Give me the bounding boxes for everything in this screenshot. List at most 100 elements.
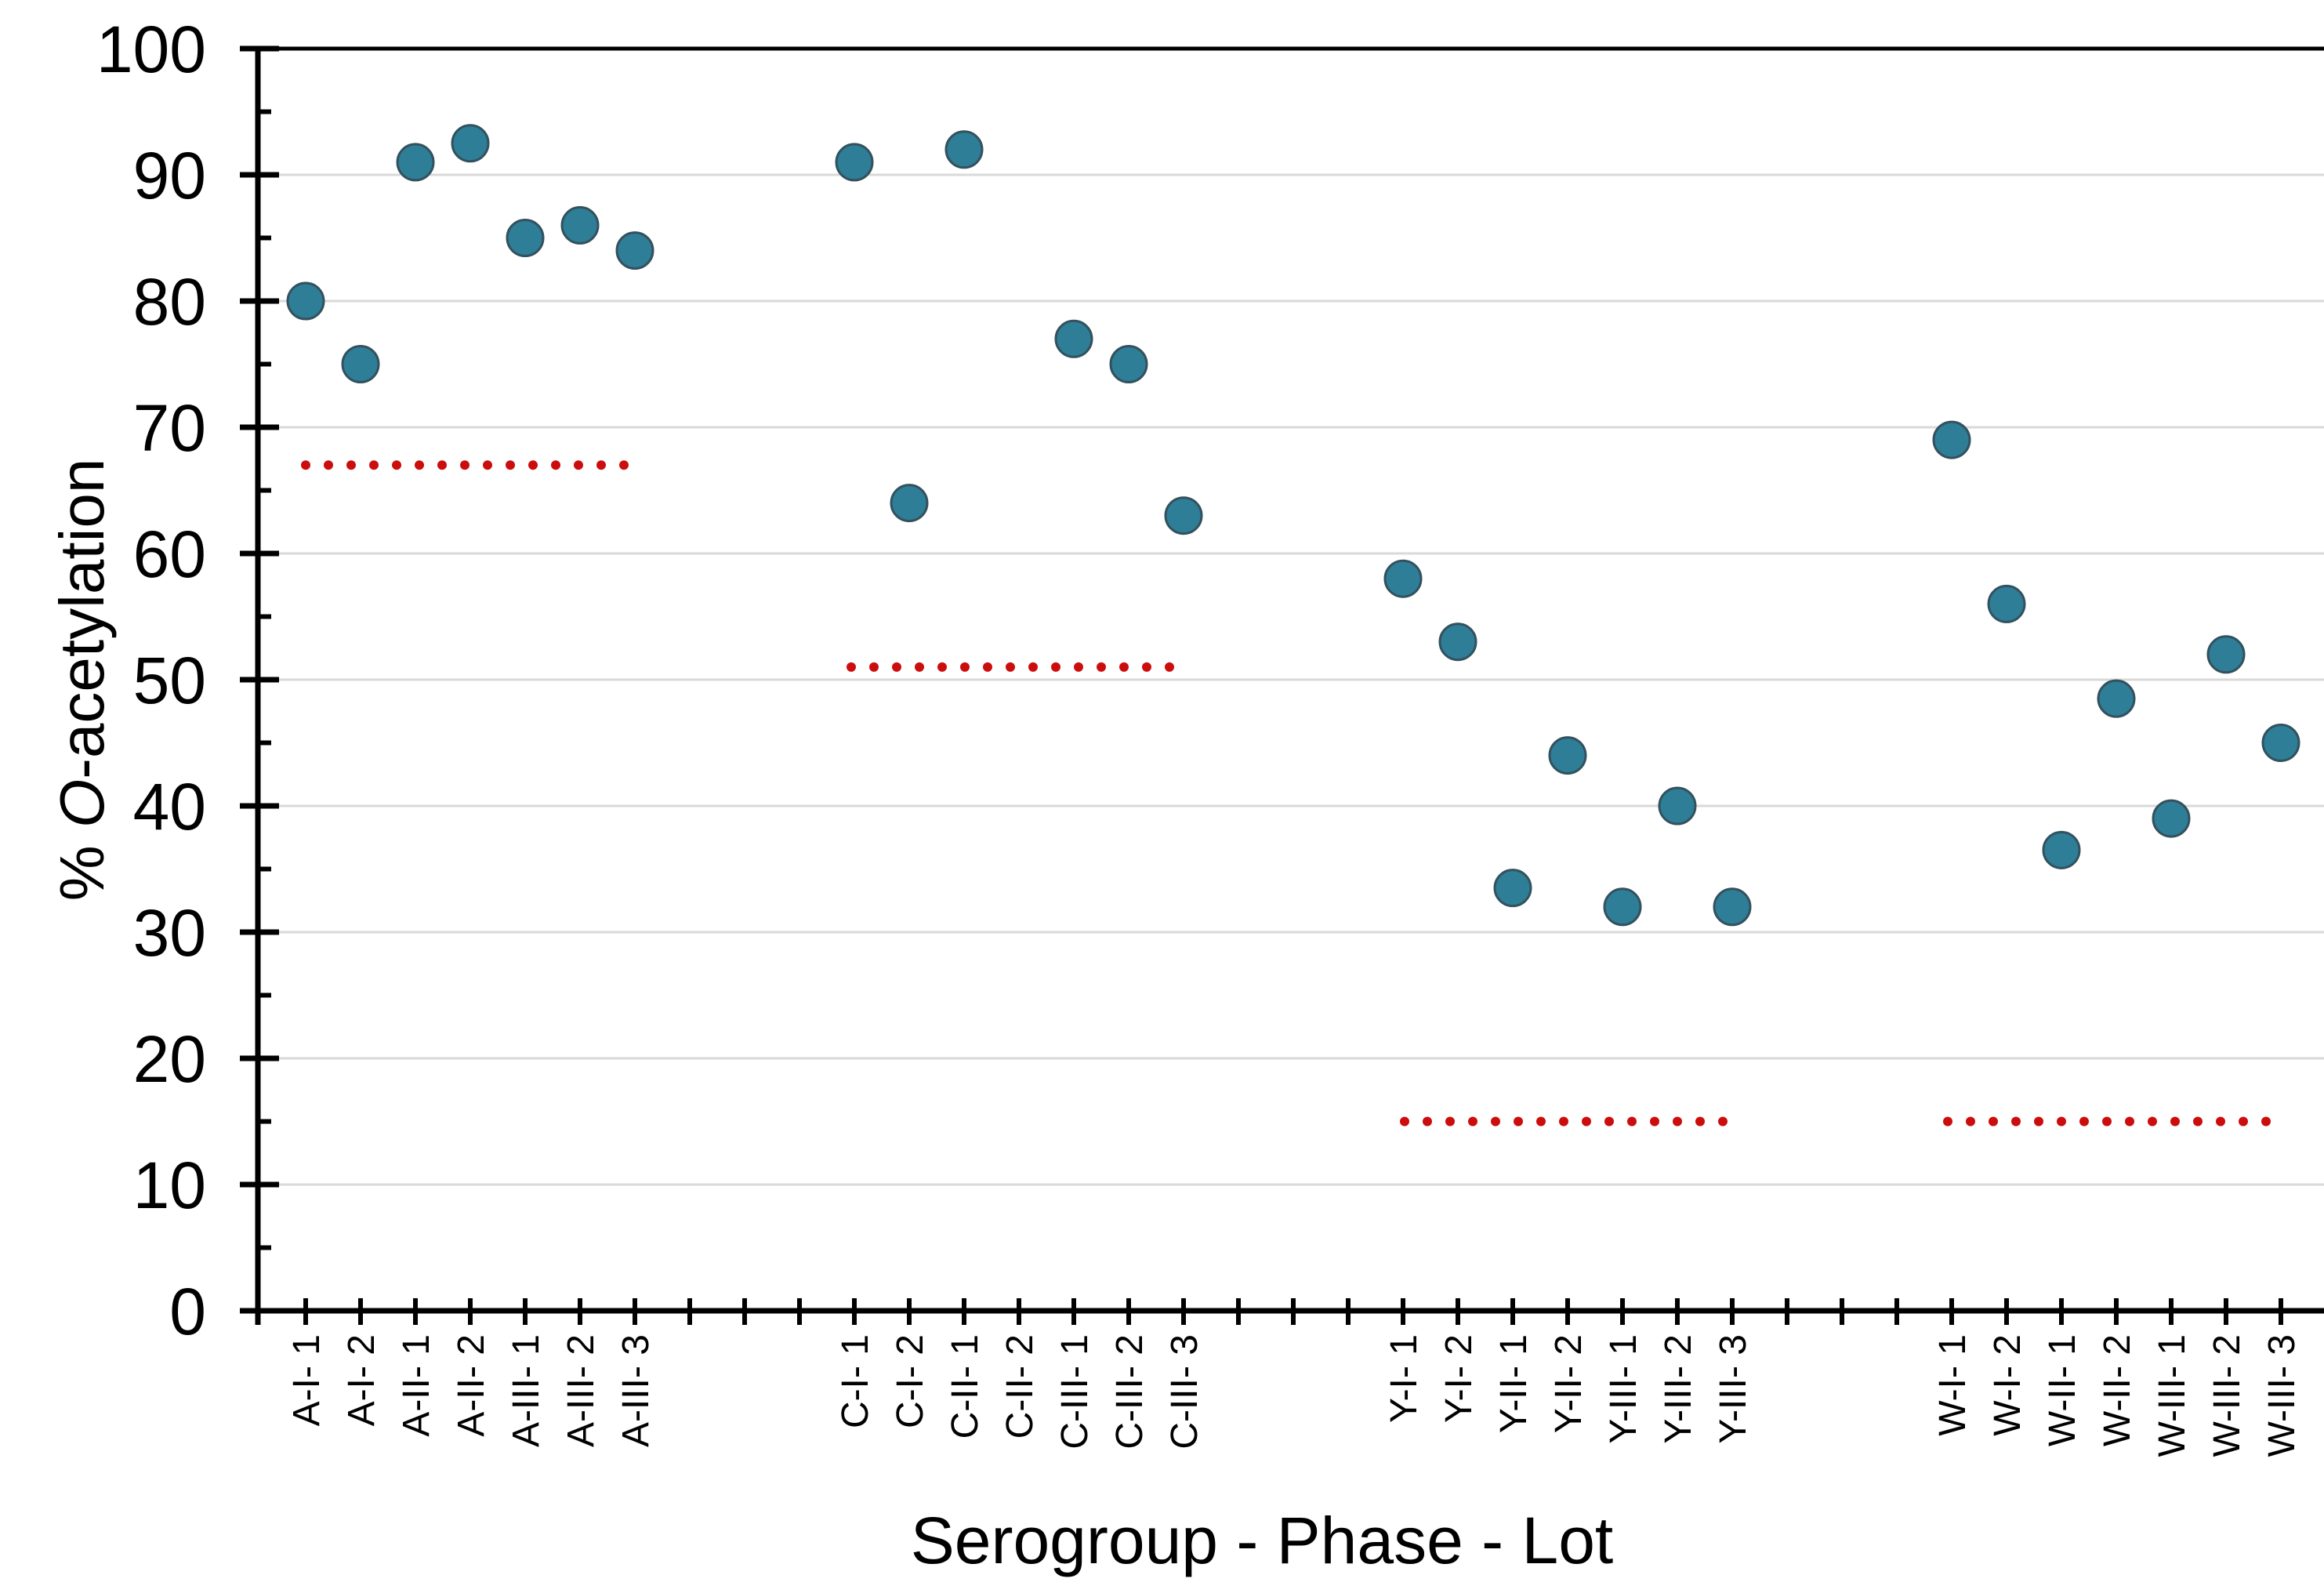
x-tick-label: C-II- 1 (944, 1334, 986, 1439)
x-tick-label: C-I- 1 (835, 1334, 876, 1428)
reference-line-a (301, 460, 629, 470)
reference-dot (415, 460, 424, 470)
data-point (286, 281, 325, 321)
reference-dot (1695, 1116, 1705, 1127)
data-point (2152, 799, 2191, 838)
data-point (1438, 622, 1477, 662)
x-tick-label: W-I- 2 (1987, 1334, 2029, 1436)
data-point (1932, 420, 1971, 459)
y-axis-title-part: -acetylation (47, 459, 117, 779)
data-point (1987, 584, 2026, 623)
x-tick-label: C-II- 2 (999, 1334, 1041, 1439)
y-tick-label: 100 (96, 13, 206, 86)
reference-dot (2034, 1116, 2043, 1127)
y-tick-label: 40 (133, 770, 206, 844)
x-tick-label: Y-II- 2 (1548, 1334, 1590, 1433)
reference-dot (483, 460, 492, 470)
reference-dot (369, 460, 379, 470)
reference-dot (960, 662, 970, 672)
data-point (396, 143, 435, 182)
reference-line-w (1943, 1116, 2271, 1127)
x-tick-label: Y-I- 1 (1383, 1334, 1425, 1423)
reference-dot (1051, 662, 1060, 672)
axes (240, 45, 2324, 1325)
data-point (944, 130, 984, 169)
data-point (2097, 679, 2136, 718)
data-point (1603, 887, 1642, 927)
data-point (451, 124, 490, 163)
reference-dot (1423, 1116, 1432, 1127)
reference-dot (551, 460, 560, 470)
reference-dot (2079, 1116, 2089, 1127)
x-tick-label: W-II- 1 (2042, 1334, 2083, 1446)
reference-dot (1943, 1116, 1952, 1127)
reference-dot (346, 460, 356, 470)
reference-dot (596, 460, 606, 470)
reference-dot (1097, 662, 1106, 672)
y-tick-label: 90 (133, 139, 206, 212)
y-tick-label: 70 (133, 391, 206, 465)
reference-lines (301, 460, 2271, 1127)
x-tick-label: A-I- 1 (286, 1334, 328, 1426)
data-point (1109, 345, 1148, 383)
reference-dot (2193, 1116, 2203, 1127)
reference-dot (869, 662, 879, 672)
x-tick-label: W-III- 2 (2206, 1334, 2248, 1457)
reference-dot (937, 662, 947, 672)
reference-dot (460, 460, 470, 470)
reference-dot (392, 460, 401, 470)
reference-line-c (847, 662, 1174, 672)
reference-dot (847, 662, 856, 672)
data-point (1164, 496, 1203, 535)
reference-dot (1559, 1116, 1568, 1127)
x-tick-label: Y-III- 2 (1658, 1334, 1699, 1444)
reference-dot (1119, 662, 1129, 672)
y-axis-title: % O-acetylation (47, 459, 117, 902)
reference-dot (2102, 1116, 2112, 1127)
data-point (506, 219, 545, 257)
reference-dot (1028, 662, 1038, 672)
reference-dot (1006, 662, 1015, 672)
data-point (1548, 736, 1587, 775)
x-tick-label: C-III- 1 (1054, 1334, 1096, 1450)
x-tick-label: A-II- 2 (451, 1334, 492, 1437)
reference-line-y (1400, 1116, 1728, 1127)
x-tick-label: A-III- 1 (506, 1334, 547, 1447)
data-point (1713, 887, 1752, 927)
x-tick-label: C-III- 3 (1164, 1334, 1206, 1450)
data-point (1493, 869, 1532, 908)
data-point (341, 345, 380, 383)
reference-dot (1650, 1116, 1659, 1127)
reference-dot (1400, 1116, 1409, 1127)
data-point (2261, 724, 2300, 762)
reference-dot (1165, 662, 1174, 672)
y-tick-label: 60 (133, 517, 206, 591)
y-tick-label: 10 (133, 1148, 206, 1222)
reference-dot (915, 662, 924, 672)
reference-dot (437, 460, 447, 470)
y-tick-label: 0 (169, 1275, 206, 1348)
reference-dot (1627, 1116, 1637, 1127)
reference-dot (2011, 1116, 2021, 1127)
reference-dot (2125, 1116, 2134, 1127)
x-tick-label: W-II- 2 (2097, 1334, 2138, 1446)
data-point (890, 484, 929, 523)
data-points (286, 124, 2300, 927)
x-tick-label: W-III- 1 (2152, 1334, 2193, 1457)
x-tick-label: C-I- 2 (890, 1334, 931, 1428)
reference-dot (2261, 1116, 2271, 1127)
reference-dot (983, 662, 992, 672)
scatter-plot: Serogroup - Phase - Lot % O-acetylation … (47, 13, 2324, 1577)
reference-dot (1445, 1116, 1455, 1127)
reference-dot (892, 662, 901, 672)
reference-dot (1468, 1116, 1477, 1127)
y-axis-title-part: % (47, 828, 117, 901)
y-tick-label: 30 (133, 896, 206, 970)
data-point (615, 231, 654, 270)
reference-dot (301, 460, 310, 470)
x-tick-label: Y-I- 2 (1438, 1334, 1480, 1423)
x-tick-label: W-III- 3 (2261, 1334, 2303, 1457)
y-tick-label: 20 (133, 1022, 206, 1096)
x-tick-label: A-III- 3 (615, 1334, 657, 1447)
x-tick-label: C-III- 2 (1109, 1334, 1151, 1450)
